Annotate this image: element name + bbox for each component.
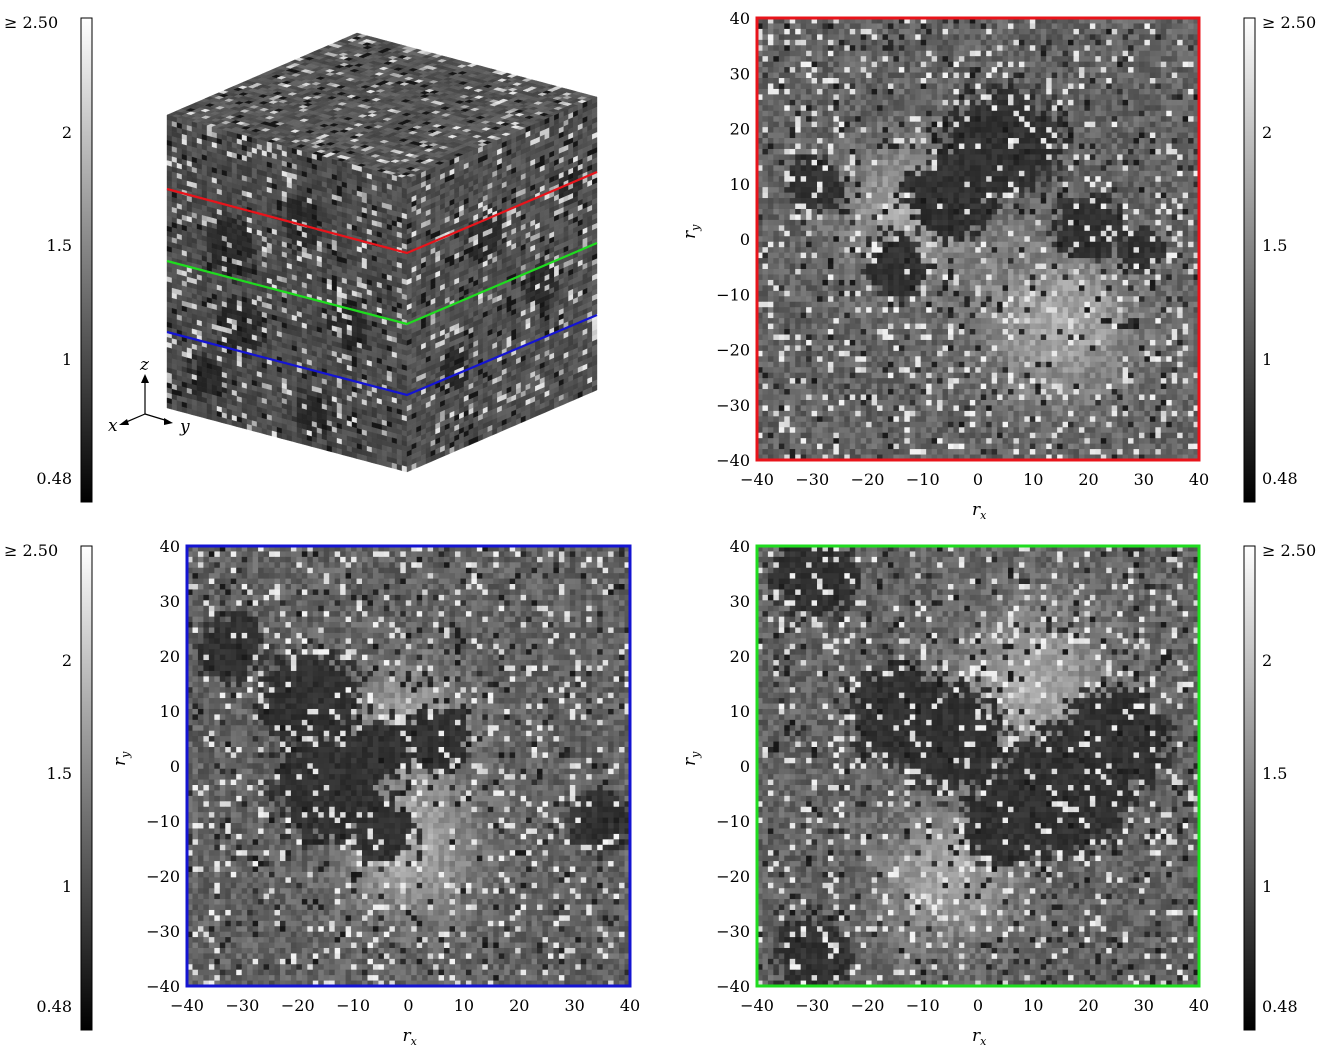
cube-cell (296, 437, 303, 445)
cube-cell (311, 441, 318, 449)
colorbar-tick: 1.5 (1262, 764, 1287, 783)
colorbar-max-label: ≥ 2.50 (4, 13, 58, 32)
colorbar-bottom-left: ≥ 2.50 2 1.5 1 0.48 (4, 541, 93, 1031)
cube-cell (371, 457, 378, 465)
colorbar-max-label: ≥ 2.50 (1262, 541, 1316, 560)
colorbar-top-left: ≥ 2.50 2 1.5 1 0.48 (4, 13, 93, 503)
cube-cell (306, 440, 313, 447)
colorbar-bottom-right: ≥ 2.50 2 1.5 1 0.48 (1243, 541, 1316, 1031)
cube-cell (206, 413, 213, 421)
cube-cell (291, 436, 298, 443)
cube-cell (356, 453, 363, 461)
colorbar-min-label: 0.48 (36, 997, 72, 1016)
colorbar-tick: 1 (1262, 877, 1272, 896)
cube-cell (231, 420, 238, 427)
cube-cell (221, 417, 228, 425)
cube-cell (246, 424, 253, 431)
cube-cell (401, 465, 408, 473)
colorbar-tick: 2 (62, 651, 72, 670)
cube-cell (381, 460, 388, 467)
colorbar-tick: 1 (62, 350, 72, 369)
colorbar-tick: 2 (1262, 651, 1272, 670)
cube-cell (281, 433, 288, 441)
colorbar-tick: 1.5 (47, 764, 72, 783)
colorbar-tick: 1.5 (47, 236, 72, 255)
cube-cell (341, 449, 348, 457)
cube-cell (216, 416, 223, 423)
colorbar-min-label: 0.48 (1262, 997, 1298, 1016)
cube-3d-view (166, 32, 598, 473)
cube-cell (326, 445, 333, 453)
colorbar-tick: 1.5 (1262, 236, 1287, 255)
colorbar-min-label: 0.48 (36, 469, 72, 488)
cube-cell (191, 409, 198, 417)
cube-cell (366, 456, 373, 463)
cube-cell (186, 408, 193, 415)
cube-cell (396, 464, 403, 471)
cube-cell (266, 429, 273, 437)
cube-cell (251, 425, 258, 433)
colorbar-min-label: 0.48 (1262, 469, 1298, 488)
cube-cell (176, 405, 183, 413)
colorbar-tick: 2 (1262, 123, 1272, 142)
colorbar-tick: 2 (62, 123, 72, 142)
colorbar-max-label: ≥ 2.50 (4, 541, 58, 560)
colorbar-max-label: ≥ 2.50 (1262, 13, 1316, 32)
cube-cell (276, 432, 283, 439)
cube-cell (336, 448, 343, 455)
cube-cell (171, 404, 178, 411)
cube-cell (351, 452, 358, 459)
cube-cell (236, 421, 243, 429)
cube-cell (386, 461, 393, 469)
cube-cell (201, 412, 208, 419)
cube-top-face (166, 32, 598, 180)
colorbar-tick: 1 (1262, 350, 1272, 369)
colorbar-top-right: ≥ 2.50 2 1.5 1 0.48 (1243, 13, 1316, 503)
cube-cell (321, 444, 328, 451)
cube-cell (261, 428, 268, 435)
colorbar-tick: 1 (62, 877, 72, 896)
